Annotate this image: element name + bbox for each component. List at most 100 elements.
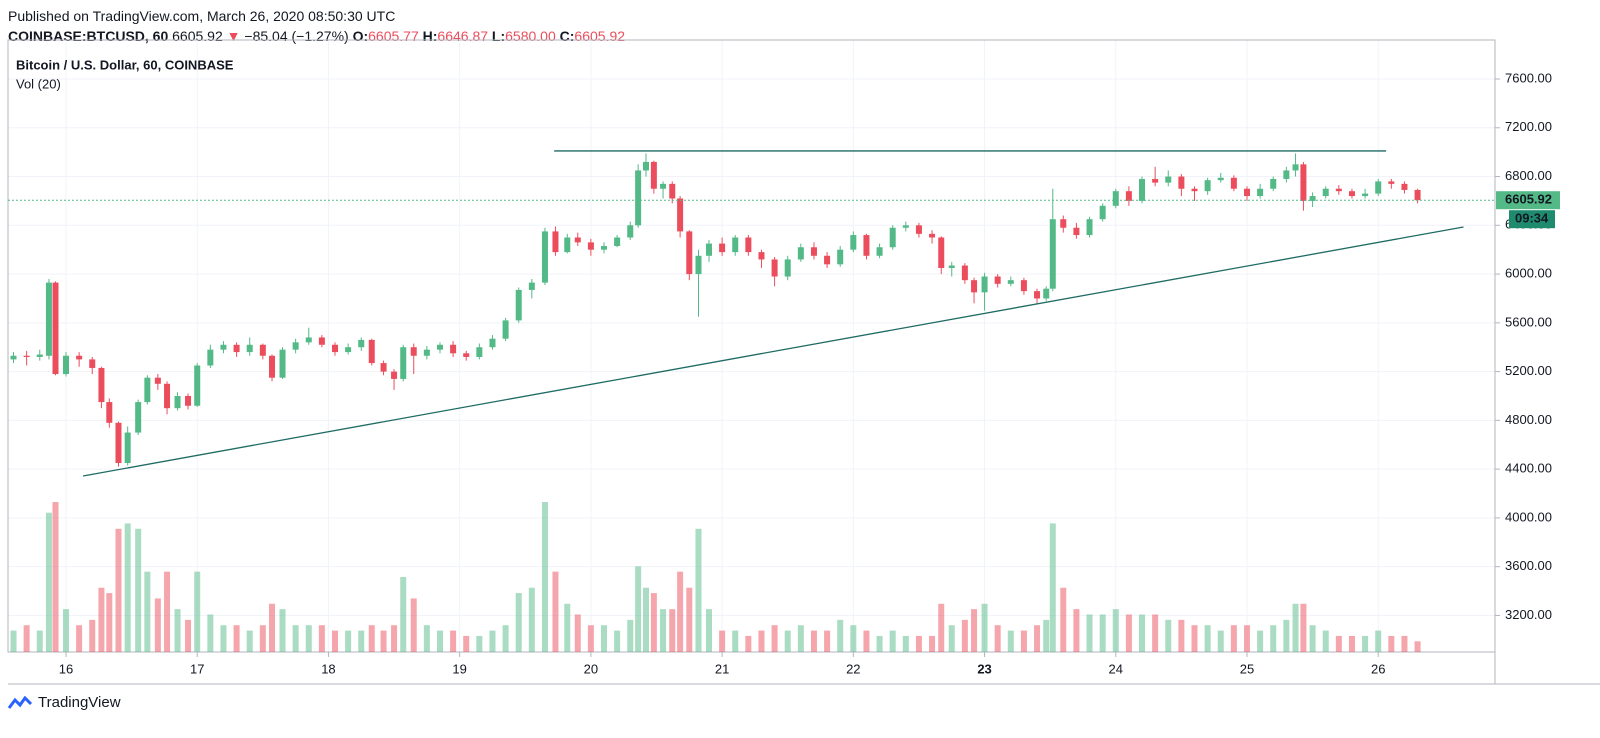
candle-body	[705, 243, 712, 256]
x-tick-label: 18	[321, 661, 335, 676]
candle-body	[515, 289, 522, 321]
x-tick-label: 24	[1109, 661, 1123, 676]
legend-title: Bitcoin / U.S. Dollar, 60, COINBASE	[16, 57, 234, 72]
volume-bar	[677, 571, 684, 652]
volume-bar	[719, 630, 726, 652]
volume-bar	[863, 630, 870, 652]
volume-bar	[889, 630, 896, 652]
volume-bar	[98, 587, 105, 652]
volume-bar	[62, 609, 69, 652]
volume-bar	[292, 625, 299, 652]
volume-bar	[174, 609, 181, 652]
volume-bar	[938, 603, 945, 652]
candle-body	[154, 377, 161, 384]
volume-bar	[971, 609, 978, 652]
volume-bar	[144, 571, 151, 652]
candle-body	[23, 355, 30, 357]
x-tick-label: 16	[59, 661, 73, 676]
volume-bar	[400, 577, 407, 652]
volume-bar	[106, 593, 113, 652]
x-tick-label: 26	[1371, 661, 1385, 676]
candle-body	[614, 237, 621, 247]
volume-bar	[1362, 635, 1369, 652]
x-tick-label: 17	[190, 661, 204, 676]
volume-bar	[115, 528, 122, 652]
x-tick-label: 21	[715, 661, 729, 676]
candle-body	[1230, 177, 1237, 189]
last-price-label: 6605.92	[1505, 192, 1552, 207]
y-tick-label: 4800.00	[1505, 412, 1552, 427]
candle-body	[837, 249, 844, 265]
volume-bar	[1217, 630, 1224, 652]
volume-bar	[635, 566, 642, 652]
volume-bar	[502, 625, 509, 652]
candle-body	[1020, 280, 1027, 292]
volume-bar	[164, 571, 171, 652]
candle-body	[1049, 219, 1056, 289]
volume-bar	[269, 603, 276, 652]
y-tick-label: 7200.00	[1505, 119, 1552, 134]
volume-bar	[1049, 523, 1056, 652]
countdown-box	[1509, 210, 1555, 229]
volume-bar	[36, 630, 43, 652]
volume-bar	[391, 625, 398, 652]
candle-body	[1309, 196, 1316, 201]
candle-body	[207, 349, 214, 366]
candle-body	[1283, 170, 1290, 179]
y-tick-label: 6000.00	[1505, 266, 1552, 281]
x-tick-label: 25	[1240, 661, 1254, 676]
x-tick-label: 22	[846, 661, 860, 676]
candle-body	[660, 183, 667, 189]
volume-bar	[642, 587, 649, 652]
candle-body	[463, 353, 470, 357]
candle-body	[259, 344, 266, 356]
volume-bar	[929, 635, 936, 652]
volume-bar	[1007, 630, 1014, 652]
candle-body	[677, 198, 684, 232]
legend-volume: Vol (20)	[16, 76, 61, 91]
candle-body	[1204, 180, 1211, 192]
brand: TradingView	[38, 694, 121, 711]
candle-body	[528, 282, 535, 290]
volume-bar	[541, 502, 548, 652]
volume-bar	[318, 625, 325, 652]
volume-bar	[650, 593, 657, 652]
volume-bar	[305, 625, 312, 652]
volume-bar	[52, 502, 59, 652]
candle-body	[164, 383, 171, 409]
candle-body	[1073, 227, 1080, 236]
candle-body	[574, 237, 581, 243]
candle-body	[1292, 164, 1299, 171]
chart: Bitcoin / U.S. Dollar, 60, COINBASE Vol …	[7, 39, 1600, 685]
candle-body	[185, 395, 192, 406]
volume-bar	[332, 630, 339, 652]
volume-bar	[436, 630, 443, 652]
y-tick-label: 3200.00	[1505, 607, 1552, 622]
candle-body	[902, 225, 909, 228]
candle-body	[1165, 176, 1172, 183]
candle-body	[1060, 219, 1067, 228]
candle-body	[98, 367, 105, 403]
candle-body	[345, 347, 352, 353]
candle-body	[233, 344, 240, 353]
candle-body	[850, 235, 857, 250]
volume-bar	[76, 625, 83, 652]
countdown: 09:34	[1515, 211, 1549, 226]
volume-bar	[233, 625, 240, 652]
volume-bar	[23, 625, 30, 652]
x-tick-label: 19	[452, 661, 466, 676]
volume-bar	[220, 625, 227, 652]
volume-bar	[1191, 625, 1198, 652]
candle-body	[380, 363, 387, 372]
volume-bar	[587, 625, 594, 652]
candle-body	[1375, 181, 1382, 194]
volume-bar	[824, 630, 831, 652]
candle-body	[635, 170, 642, 226]
candle-body	[732, 237, 739, 253]
volume-bar	[1414, 641, 1421, 652]
volume-bar	[1086, 614, 1093, 652]
candle-body	[797, 247, 804, 260]
candle-body	[695, 255, 702, 275]
candle-body	[745, 237, 752, 253]
